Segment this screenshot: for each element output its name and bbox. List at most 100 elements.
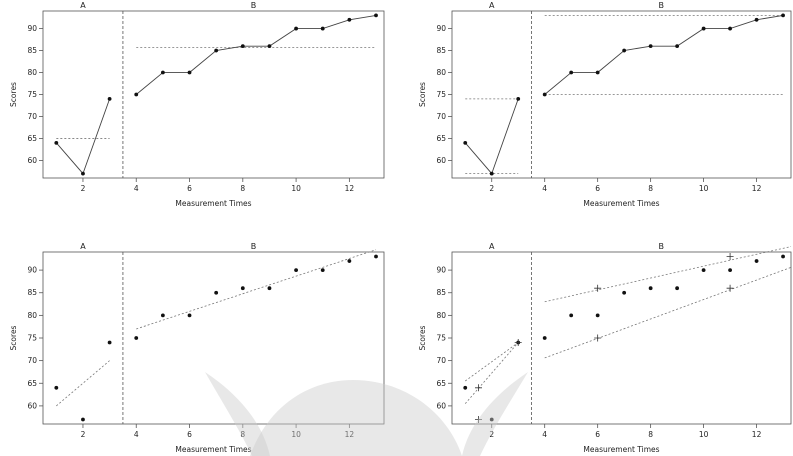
- x-tick-label: 8: [240, 430, 245, 439]
- x-tick-label: 12: [345, 184, 355, 193]
- y-tick-label: 85: [27, 288, 37, 297]
- panel-top-left: A B 2 4 6 8 10 12 60 65 70 75 80 85 90 Measurement Time…: [9, 1, 385, 208]
- data-point: [754, 17, 759, 22]
- data-point: [569, 70, 574, 75]
- y-tick-label: 70: [436, 356, 446, 365]
- x-tick-label: 2: [489, 430, 494, 439]
- x-tick-label: 8: [240, 184, 245, 193]
- y-tick-label: 90: [27, 24, 37, 33]
- data-point: [187, 70, 192, 75]
- x-tick-label: 8: [648, 184, 653, 193]
- reference-line-trend: [136, 249, 377, 330]
- x-tick-label: 4: [542, 430, 547, 439]
- panel-top-right: A B 2 4 6 8 10 12 60 65 70 75 80 85 90 Measurement Time…: [418, 1, 792, 208]
- data-point: [675, 286, 680, 291]
- y-tick-label: 60: [436, 401, 446, 410]
- plot-frame: [451, 251, 792, 425]
- data-point: [347, 17, 352, 22]
- y-tick-label: 65: [436, 379, 446, 388]
- y-tick-label: 75: [436, 334, 446, 343]
- y-tick-label: 75: [27, 334, 37, 343]
- data-point: [463, 140, 468, 145]
- x-tick-label: 2: [81, 184, 86, 193]
- series-line-phase-B: [135, 14, 377, 95]
- data-point: [781, 254, 785, 259]
- y-tick-label: 85: [27, 46, 37, 55]
- data-point: [489, 171, 494, 176]
- data-point: [648, 286, 653, 291]
- x-tick-label: 12: [752, 430, 762, 439]
- y-axis-label: Scores: [9, 325, 18, 350]
- y-tick-label: 65: [27, 134, 37, 143]
- x-tick-label: 4: [134, 430, 139, 439]
- split-middle-marker: [474, 384, 482, 392]
- data-point: [267, 286, 272, 291]
- x-tick-label: 6: [187, 430, 192, 439]
- data-point: [648, 44, 653, 49]
- x-tick-label: 4: [134, 184, 139, 193]
- data-point: [134, 92, 139, 97]
- data-point: [728, 26, 732, 31]
- data-point: [595, 70, 600, 75]
- data-point: [701, 268, 706, 273]
- y-tick-label: 65: [27, 379, 37, 388]
- y-tick-label: 70: [436, 112, 446, 121]
- y-tick-label: 60: [27, 401, 37, 410]
- data-point: [374, 254, 378, 259]
- x-tick-label: 12: [345, 430, 355, 439]
- y-axis-label: Scores: [418, 82, 427, 107]
- x-tick-label: 10: [291, 430, 301, 439]
- series-line-phase-B: [544, 14, 784, 95]
- data-point: [622, 48, 627, 53]
- y-axis-label: Scores: [9, 82, 18, 107]
- y-tick-label: 60: [436, 156, 446, 165]
- plot-frame: [42, 251, 385, 425]
- x-tick-label: 10: [291, 184, 301, 193]
- split-middle-marker: [594, 284, 602, 292]
- y-tick-label: 80: [436, 68, 446, 77]
- data-point: [214, 48, 219, 53]
- data-point: [595, 313, 600, 318]
- phase-label: A: [80, 1, 86, 10]
- data-point: [754, 259, 759, 263]
- phase-label: A: [80, 242, 86, 251]
- x-tick-label: 6: [595, 430, 600, 439]
- data-point: [54, 385, 59, 390]
- y-tick-label: 70: [27, 112, 37, 121]
- phase-label: B: [658, 1, 664, 10]
- x-tick-label: 10: [699, 430, 709, 439]
- data-point: [294, 268, 298, 273]
- data-point: [347, 259, 352, 263]
- data-point: [160, 313, 165, 318]
- data-point: [569, 313, 574, 318]
- x-tick-label: 2: [489, 184, 494, 193]
- split-middle-marker: [726, 284, 734, 292]
- data-point: [267, 44, 272, 49]
- plot-frame: [42, 10, 385, 179]
- phase-label: A: [489, 242, 495, 251]
- split-middle-marker: [726, 253, 734, 261]
- data-point: [463, 385, 468, 390]
- data-point: [81, 171, 85, 176]
- data-point: [294, 26, 298, 31]
- x-tick-label: 6: [187, 184, 192, 193]
- y-tick-label: 80: [27, 68, 37, 77]
- reference-line-split-middle-lower: [544, 267, 792, 359]
- reference-line-split-middle-upper: [465, 342, 519, 382]
- data-point: [374, 13, 378, 18]
- data-point: [107, 96, 112, 101]
- series-line-phase-A: [55, 98, 111, 175]
- data-point: [728, 268, 732, 273]
- y-tick-label: 60: [27, 156, 37, 165]
- data-point: [701, 26, 706, 31]
- y-tick-label: 70: [27, 356, 37, 365]
- data-point: [622, 290, 627, 295]
- y-tick-label: 90: [27, 266, 37, 275]
- phase-label: B: [251, 242, 257, 251]
- x-tick-label: 10: [699, 184, 709, 193]
- data-point: [107, 340, 112, 345]
- data-point: [81, 417, 85, 422]
- x-tick-label: 2: [81, 430, 86, 439]
- y-tick-label: 80: [27, 311, 37, 320]
